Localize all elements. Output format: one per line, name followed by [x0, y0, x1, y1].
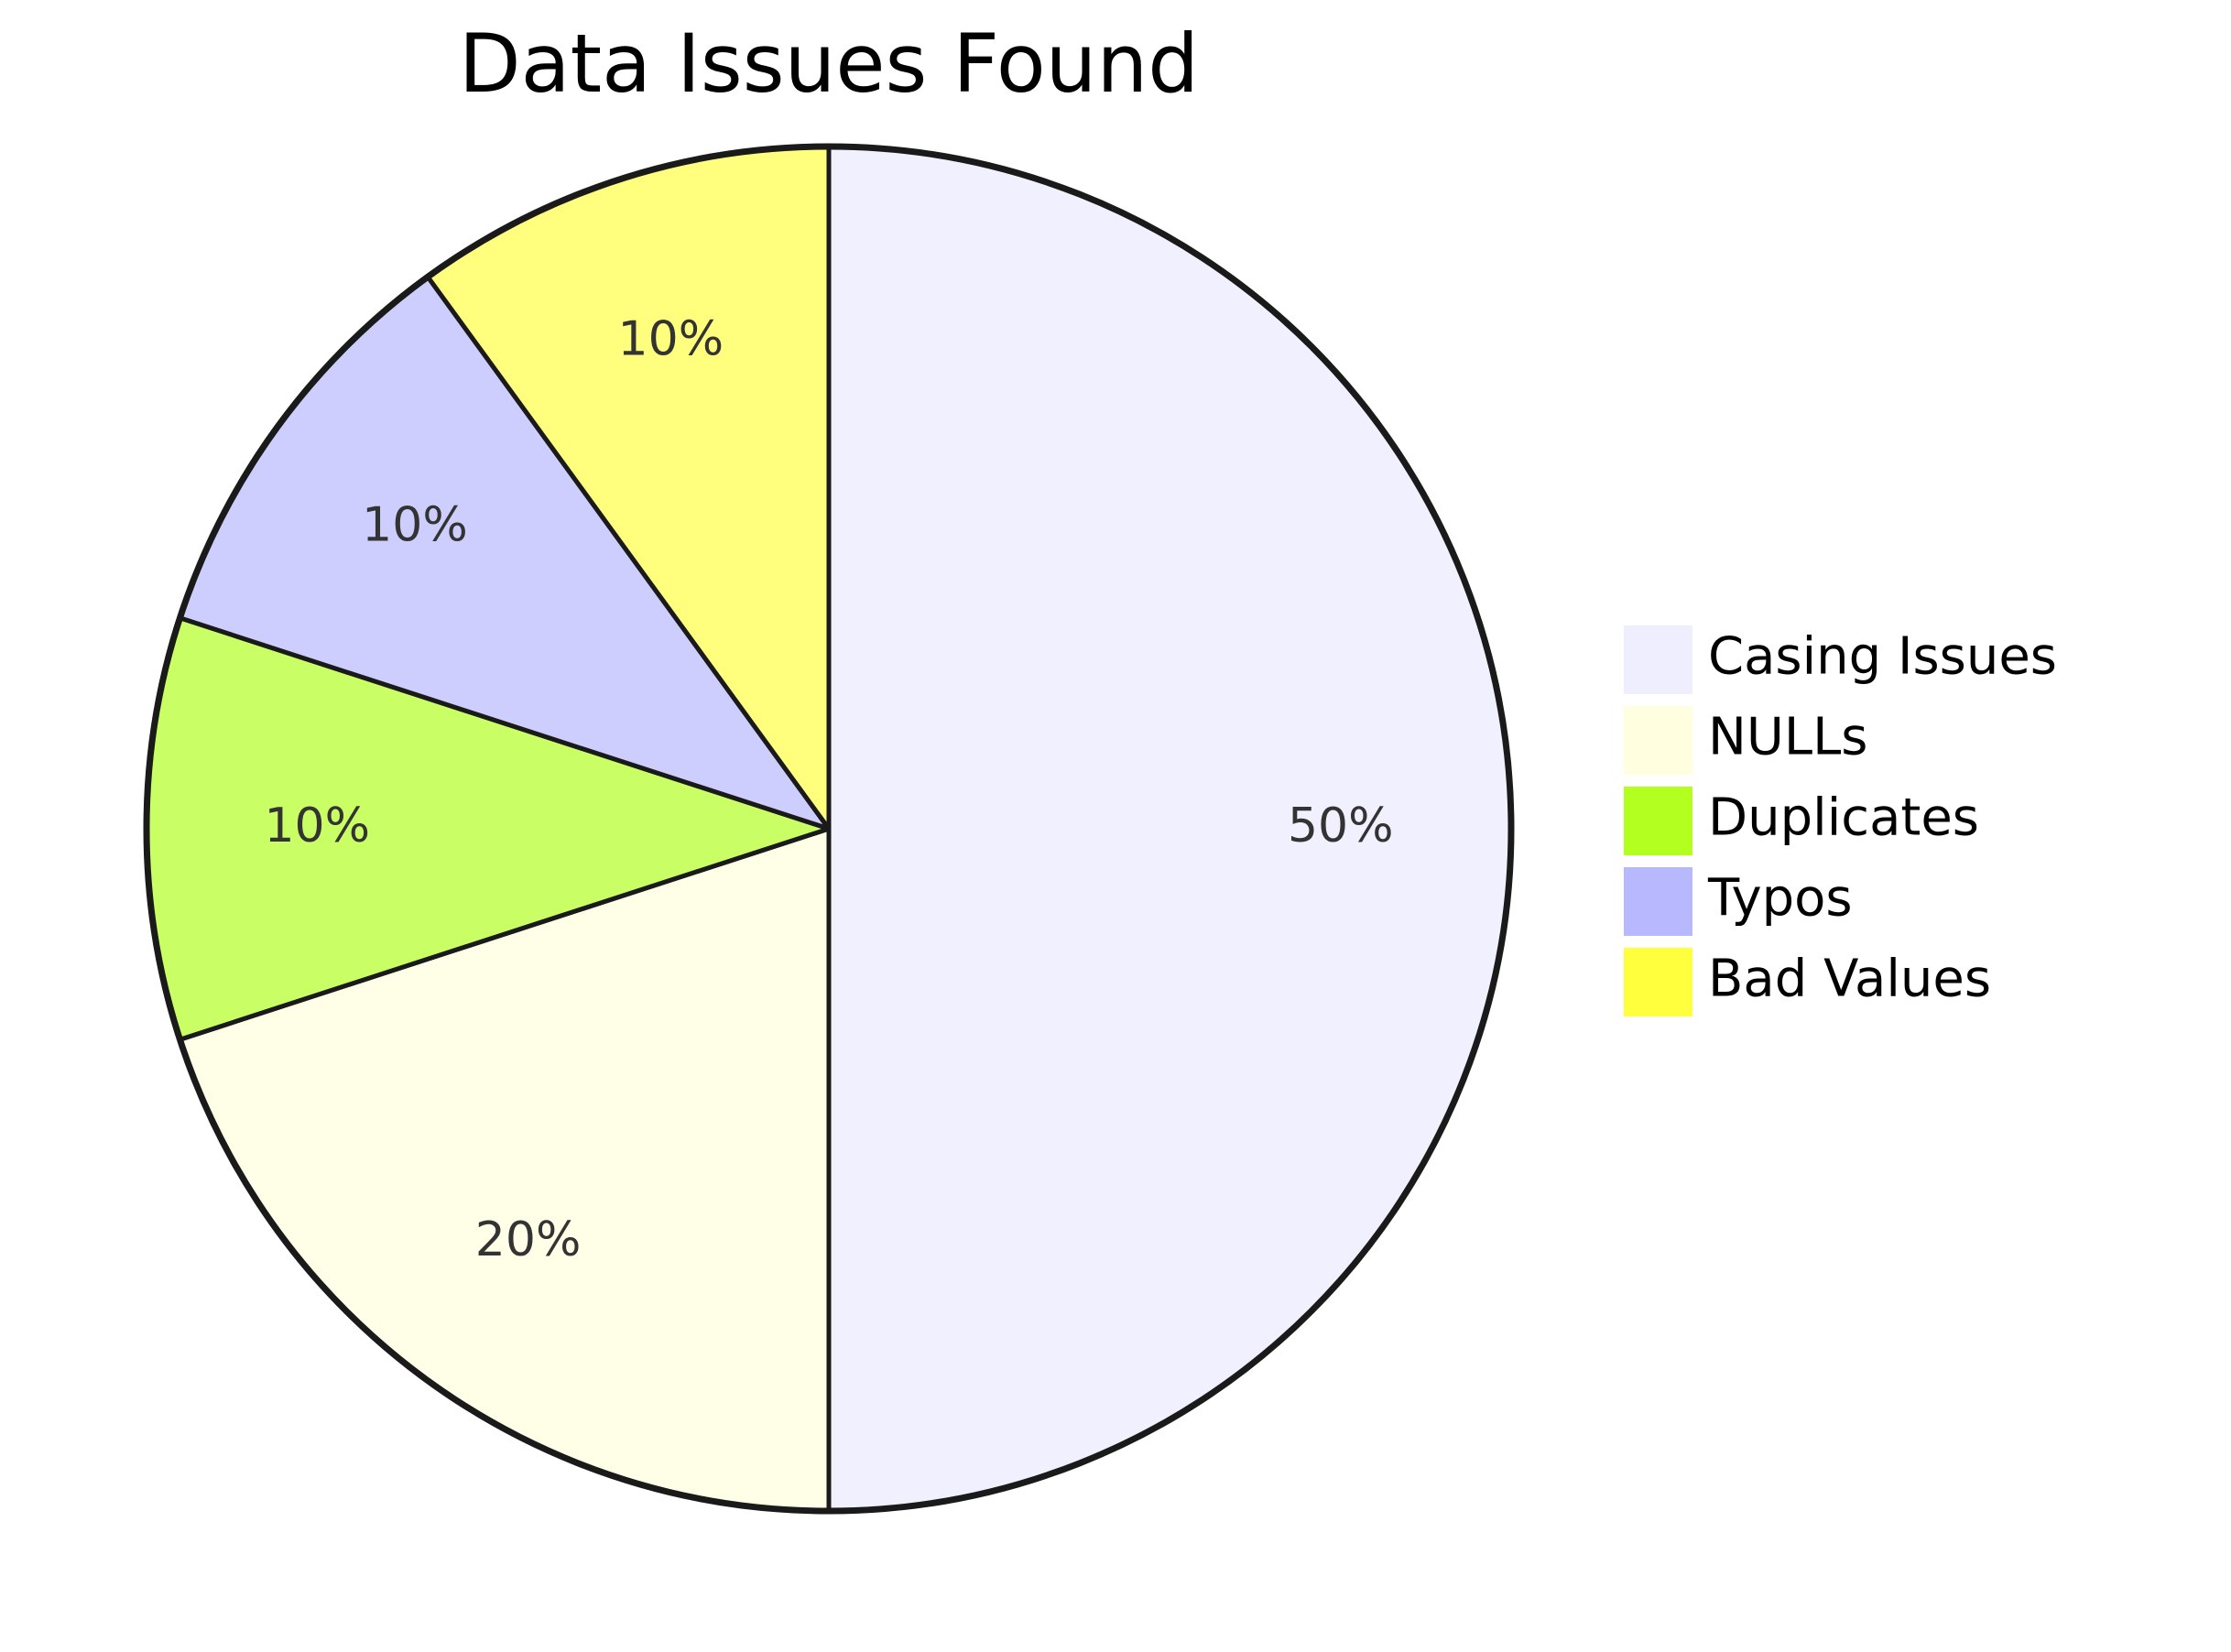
- legend-label-typos: Typos: [1707, 869, 1853, 929]
- pie-slices: [144, 144, 1514, 1514]
- slice-labels: 50% 20% 10% 10% 10%: [264, 312, 1393, 1267]
- legend-swatch-duplicates: [1624, 787, 1692, 855]
- legend-swatch-typos: [1624, 867, 1692, 936]
- slice-label-nulls: 20%: [475, 1212, 582, 1267]
- chart-title: Data Issues Found: [459, 16, 1199, 111]
- legend-swatch-nulls: [1624, 706, 1692, 775]
- legend-label-duplicates: Duplicates: [1708, 788, 1979, 848]
- slice-label-typos: 10%: [362, 498, 468, 553]
- legend-swatch-bad-values: [1624, 948, 1692, 1016]
- legend-swatch-casing-issues: [1624, 625, 1692, 694]
- legend-label-casing-issues: Casing Issues: [1708, 627, 2057, 687]
- slice-label-casing-issues: 50%: [1288, 799, 1394, 853]
- pie-slice-casing-issues: [826, 144, 1514, 1514]
- slice-label-duplicates: 10%: [264, 799, 370, 853]
- pie-outline: [143, 143, 1515, 1515]
- legend: Casing Issues NULLs Duplicates Typos Bad Val…: [1624, 625, 2057, 1016]
- slice-label-bad-values: 10%: [618, 312, 724, 367]
- legend-label-bad-values: Bad Values: [1708, 950, 1991, 1009]
- legend-label-nulls: NULLs: [1708, 708, 1867, 767]
